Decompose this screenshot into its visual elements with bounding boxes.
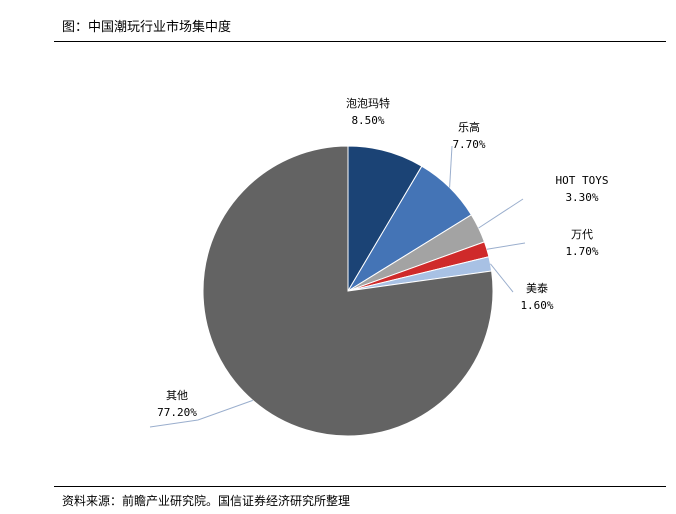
leader-line-4	[490, 263, 514, 293]
slice-label-value-0: 8.50%	[351, 114, 384, 127]
source-note: 资料来源：前瞻产业研究院。国信证券经济研究所整理	[62, 494, 351, 508]
slice-label-value-3: 1.70%	[565, 245, 598, 258]
slice-label-value-4: 1.60%	[520, 299, 553, 312]
leader-line-2	[478, 198, 524, 229]
slice-label-name-3: 万代	[571, 228, 593, 241]
leader-line-1	[449, 145, 453, 188]
slice-label-value-1: 7.70%	[452, 138, 485, 151]
slice-label-name-1: 乐高	[458, 120, 480, 134]
slice-label-value-2: 3.30%	[565, 191, 598, 204]
slice-label-name-2: HOT TOYS	[556, 174, 609, 187]
slice-label-name-4: 美泰	[526, 281, 548, 295]
leader-line-3	[486, 242, 526, 250]
slice-labels: 泡泡玛特 8.50% 乐高 7.70% HOT TOYS 3.30% 万代 1.70% 美泰 1.…	[157, 96, 608, 419]
figure-title: 图：中国潮玩行业市场集中度	[62, 20, 232, 35]
slice-label-name-5: 其他	[166, 389, 188, 402]
title-rule	[54, 41, 666, 42]
pie-slices	[202, 145, 494, 437]
slice-label-value-5: 77.20%	[157, 406, 197, 419]
source-rule	[54, 486, 666, 487]
slice-label-name-0: 泡泡玛特	[346, 96, 390, 110]
leader-line-5	[149, 399, 253, 428]
pie-slice-5	[202, 145, 494, 437]
leader-lines	[149, 145, 526, 428]
